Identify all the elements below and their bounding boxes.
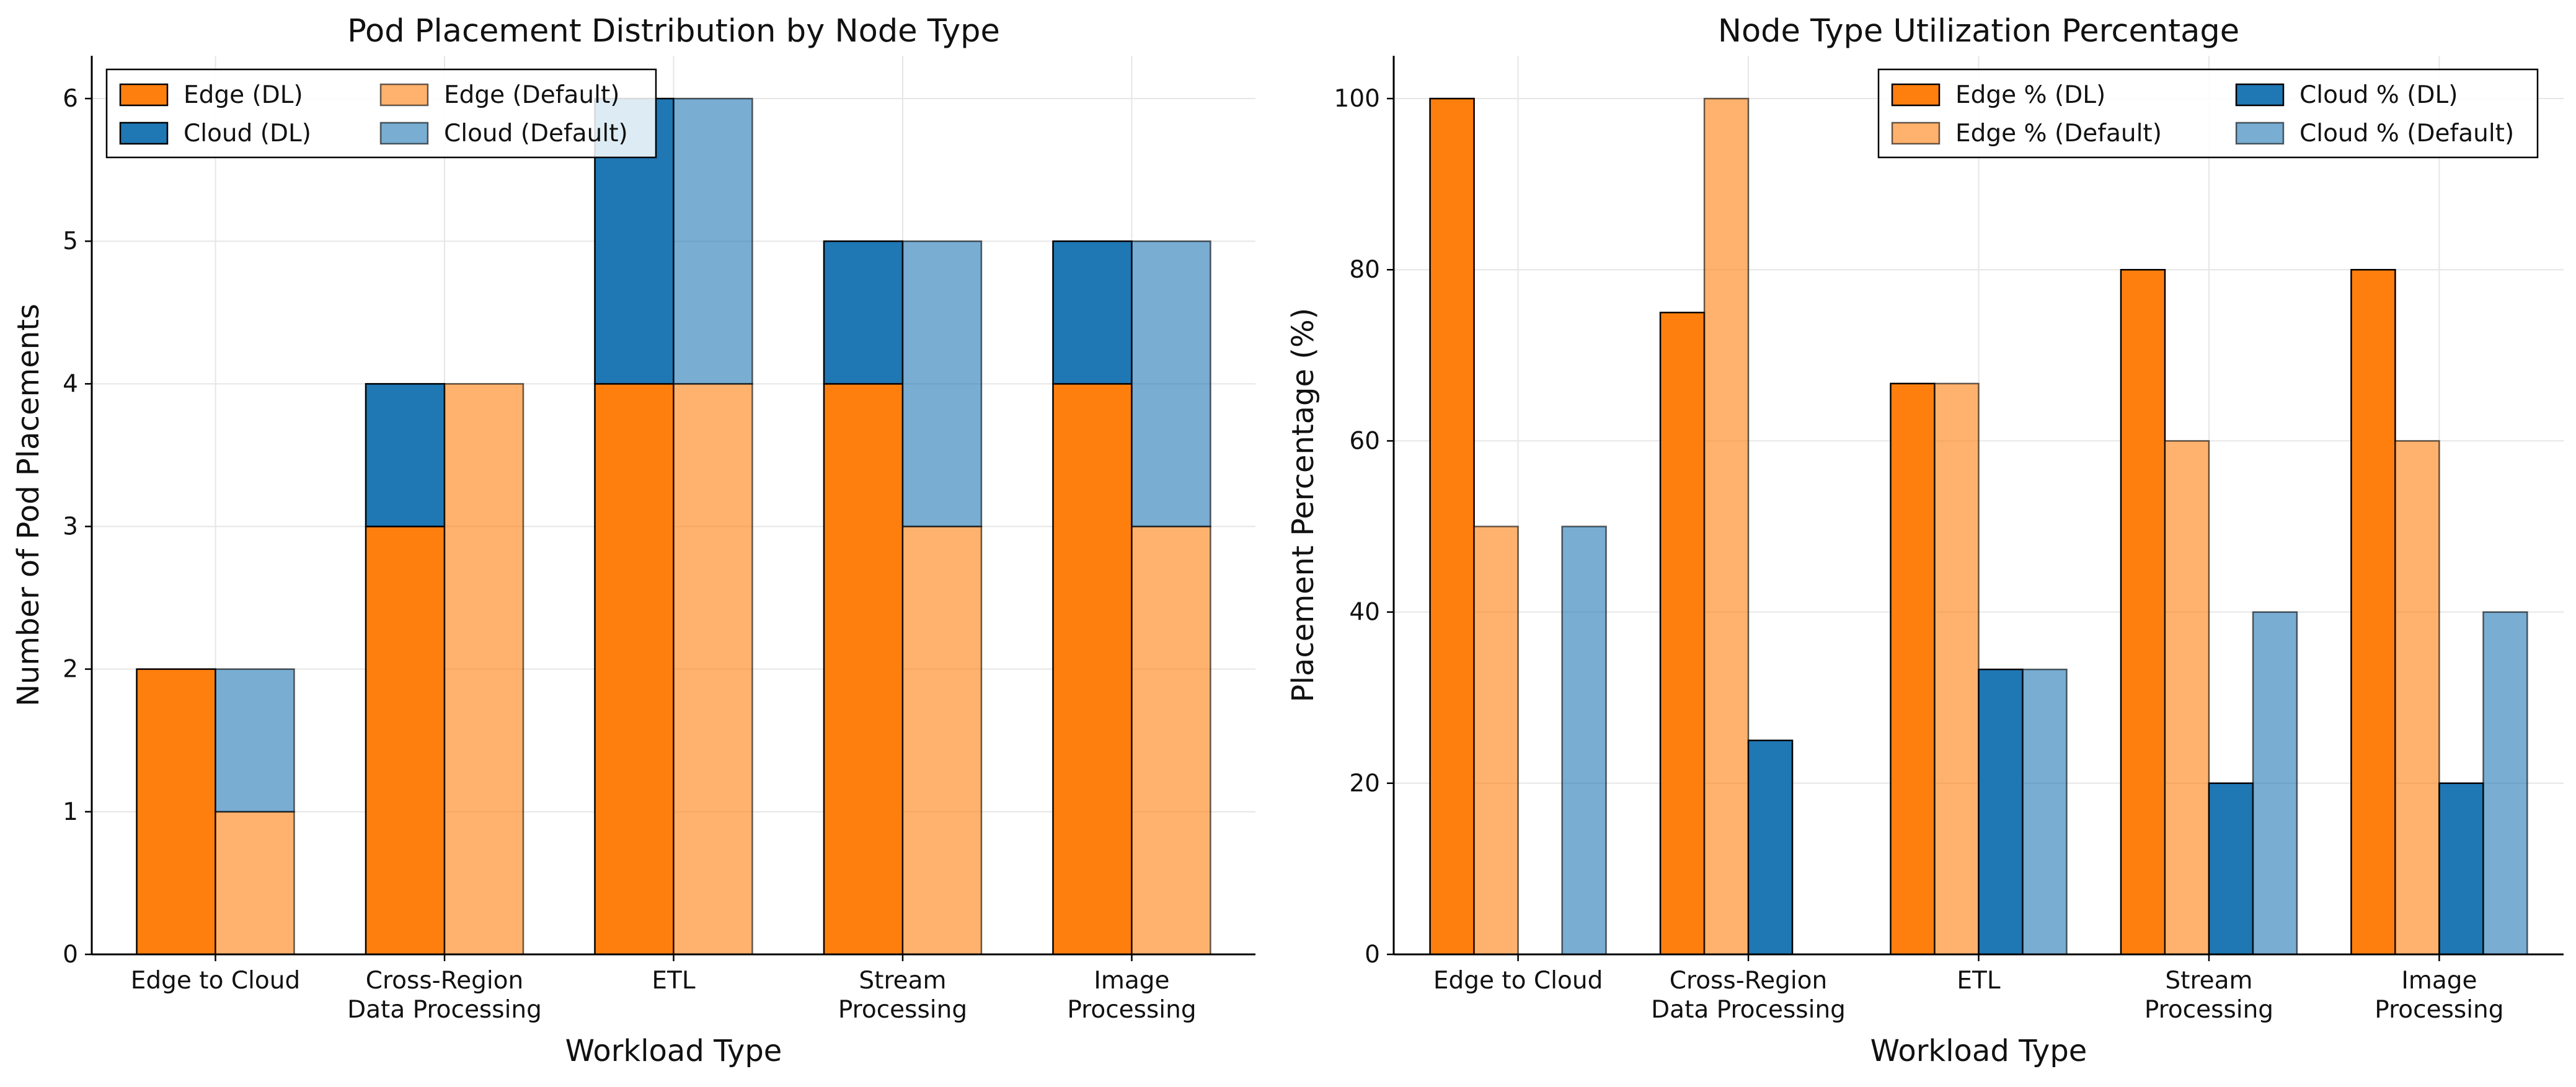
bar-cloud-default [673,97,753,385]
legend-item-edge-dl: Edge % (DL) [1891,81,2105,109]
legend-item-cloud-default: Cloud % (Default) [2235,120,2514,147]
bar-edge-dl [594,383,675,956]
bar-edge-default [1131,526,1211,956]
bar-cloud-dl [365,383,446,527]
y-tick-label: 1 [63,798,78,826]
x-tick-label: Edge to Cloud [131,967,301,995]
y-tick-label: 60 [1349,427,1380,455]
bar-cloud-default [2022,668,2068,956]
bar-edge-dl [1659,312,1706,956]
bar-cloud-dl [1747,739,1794,956]
x-tick-label: Stream Processing [2144,967,2273,1024]
legend-box [1877,68,2539,159]
legend-item-cloud-default: Cloud (Default) [379,120,628,147]
legend-item-cloud-dl: Cloud % (DL) [2235,81,2458,109]
bar-cloud-dl [1052,240,1133,385]
legend-swatch [1891,121,1941,145]
chart-utilization-percentage: 0 20 40 60 80 100 Edge to Cloud Cross-Region Dat… [1286,13,2564,1068]
x-tick-label: Cross-Region Data Processing [1651,967,1846,1024]
bar-cloud-dl [2208,782,2254,956]
legend-label: Cloud % (DL) [2299,81,2458,109]
bar-edge-default [901,526,983,956]
x-tick-label: Edge to Cloud [1433,967,1603,995]
bar-cloud-dl [823,240,904,385]
y-tick-label: 40 [1349,599,1380,627]
legend-label: Cloud (Default) [444,120,628,147]
legend-swatch [119,121,169,145]
bar-cloud-dl [2438,782,2484,956]
bar-edge-dl [365,526,446,956]
bar-edge-default [1473,526,1519,956]
bar-edge-dl [2350,268,2396,956]
legend-label: Edge % (Default) [1955,120,2162,147]
bar-edge-default [1703,97,1750,956]
legend: Edge % (DL) Edge % (Default) Cloud % (DL) C… [1877,68,2539,159]
y-tick-label: 2 [63,656,78,684]
legend: Edge (DL) Cloud (DL) Edge (Default) Cloud (… [105,68,657,159]
bar-cloud-default [901,240,983,527]
legend-swatch [379,83,429,107]
x-tick-label: ETL [1957,967,2000,995]
chart-title: Node Type Utilization Percentage [1718,13,2239,50]
legend-label: Cloud (DL) [184,120,311,147]
y-tick-label: 5 [63,227,78,255]
legend-label: Cloud % (Default) [2299,120,2514,147]
legend-label: Edge (DL) [184,81,303,109]
bar-edge-default [673,383,753,956]
x-tick-label: Image Processing [1067,967,1196,1024]
bar-edge-dl [136,668,216,956]
legend-swatch [2235,121,2285,145]
bar-cloud-default [2482,611,2528,956]
bar-cloud-default [215,668,295,813]
x-axis-label: Workload Type [565,1034,782,1068]
x-tick-label: Stream Processing [838,967,967,1024]
bar-edge-default [2164,440,2210,956]
bar-cloud-default [2252,611,2298,956]
legend-label: Edge (Default) [444,81,619,109]
y-tick-label: 20 [1349,770,1380,798]
x-tick-label: ETL [652,967,695,995]
legend-swatch [2235,83,2285,107]
x-tick-label: Image Processing [2375,967,2503,1024]
y-tick-label: 3 [63,513,78,541]
bars [136,97,1211,956]
bar-edge-dl [2120,268,2166,956]
y-tick-label: 6 [63,85,78,113]
bar-edge-default [1934,382,1980,956]
legend-swatch [119,83,169,107]
y-axis-label: Placement Percentage (%) [1286,308,1321,703]
bar-edge-dl [823,383,904,956]
legend-swatch [379,121,429,145]
x-tick-label: Cross-Region Data Processing [347,967,542,1024]
bar-cloud-dl [1978,668,2024,956]
bar-edge-dl [1052,383,1133,956]
bar-edge-dl [1890,382,1936,956]
bar-edge-default [2394,440,2440,956]
legend-item-edge-default: Edge (Default) [379,81,619,109]
chart-title: Pod Placement Distribution by Node Type [347,13,1000,50]
legend-item-cloud-dl: Cloud (DL) [119,120,311,147]
y-tick-label: 4 [63,370,78,398]
y-tick-label: 100 [1334,85,1380,113]
x-axis-label: Workload Type [1870,1034,2087,1068]
bar-edge-default [215,811,295,956]
chart-pod-placement: 0 1 2 3 4 5 6 Edge to Cloud Cross-Region Data Pro… [11,13,1255,1068]
legend-item-edge-dl: Edge (DL) [119,81,303,109]
legend-label: Edge % (DL) [1955,81,2105,109]
bar-edge-dl [1429,97,1475,956]
y-tick-label: 80 [1349,256,1380,284]
legend-item-edge-default: Edge % (Default) [1891,120,2162,147]
y-tick-label: 0 [1365,941,1380,969]
bar-edge-default [443,383,524,956]
bar-cloud-default [1131,240,1211,527]
bar-cloud-default [1561,526,1607,956]
legend-swatch [1891,83,1941,107]
y-axis-label: Number of Pod Placements [11,304,46,706]
y-tick-label: 0 [63,941,78,969]
